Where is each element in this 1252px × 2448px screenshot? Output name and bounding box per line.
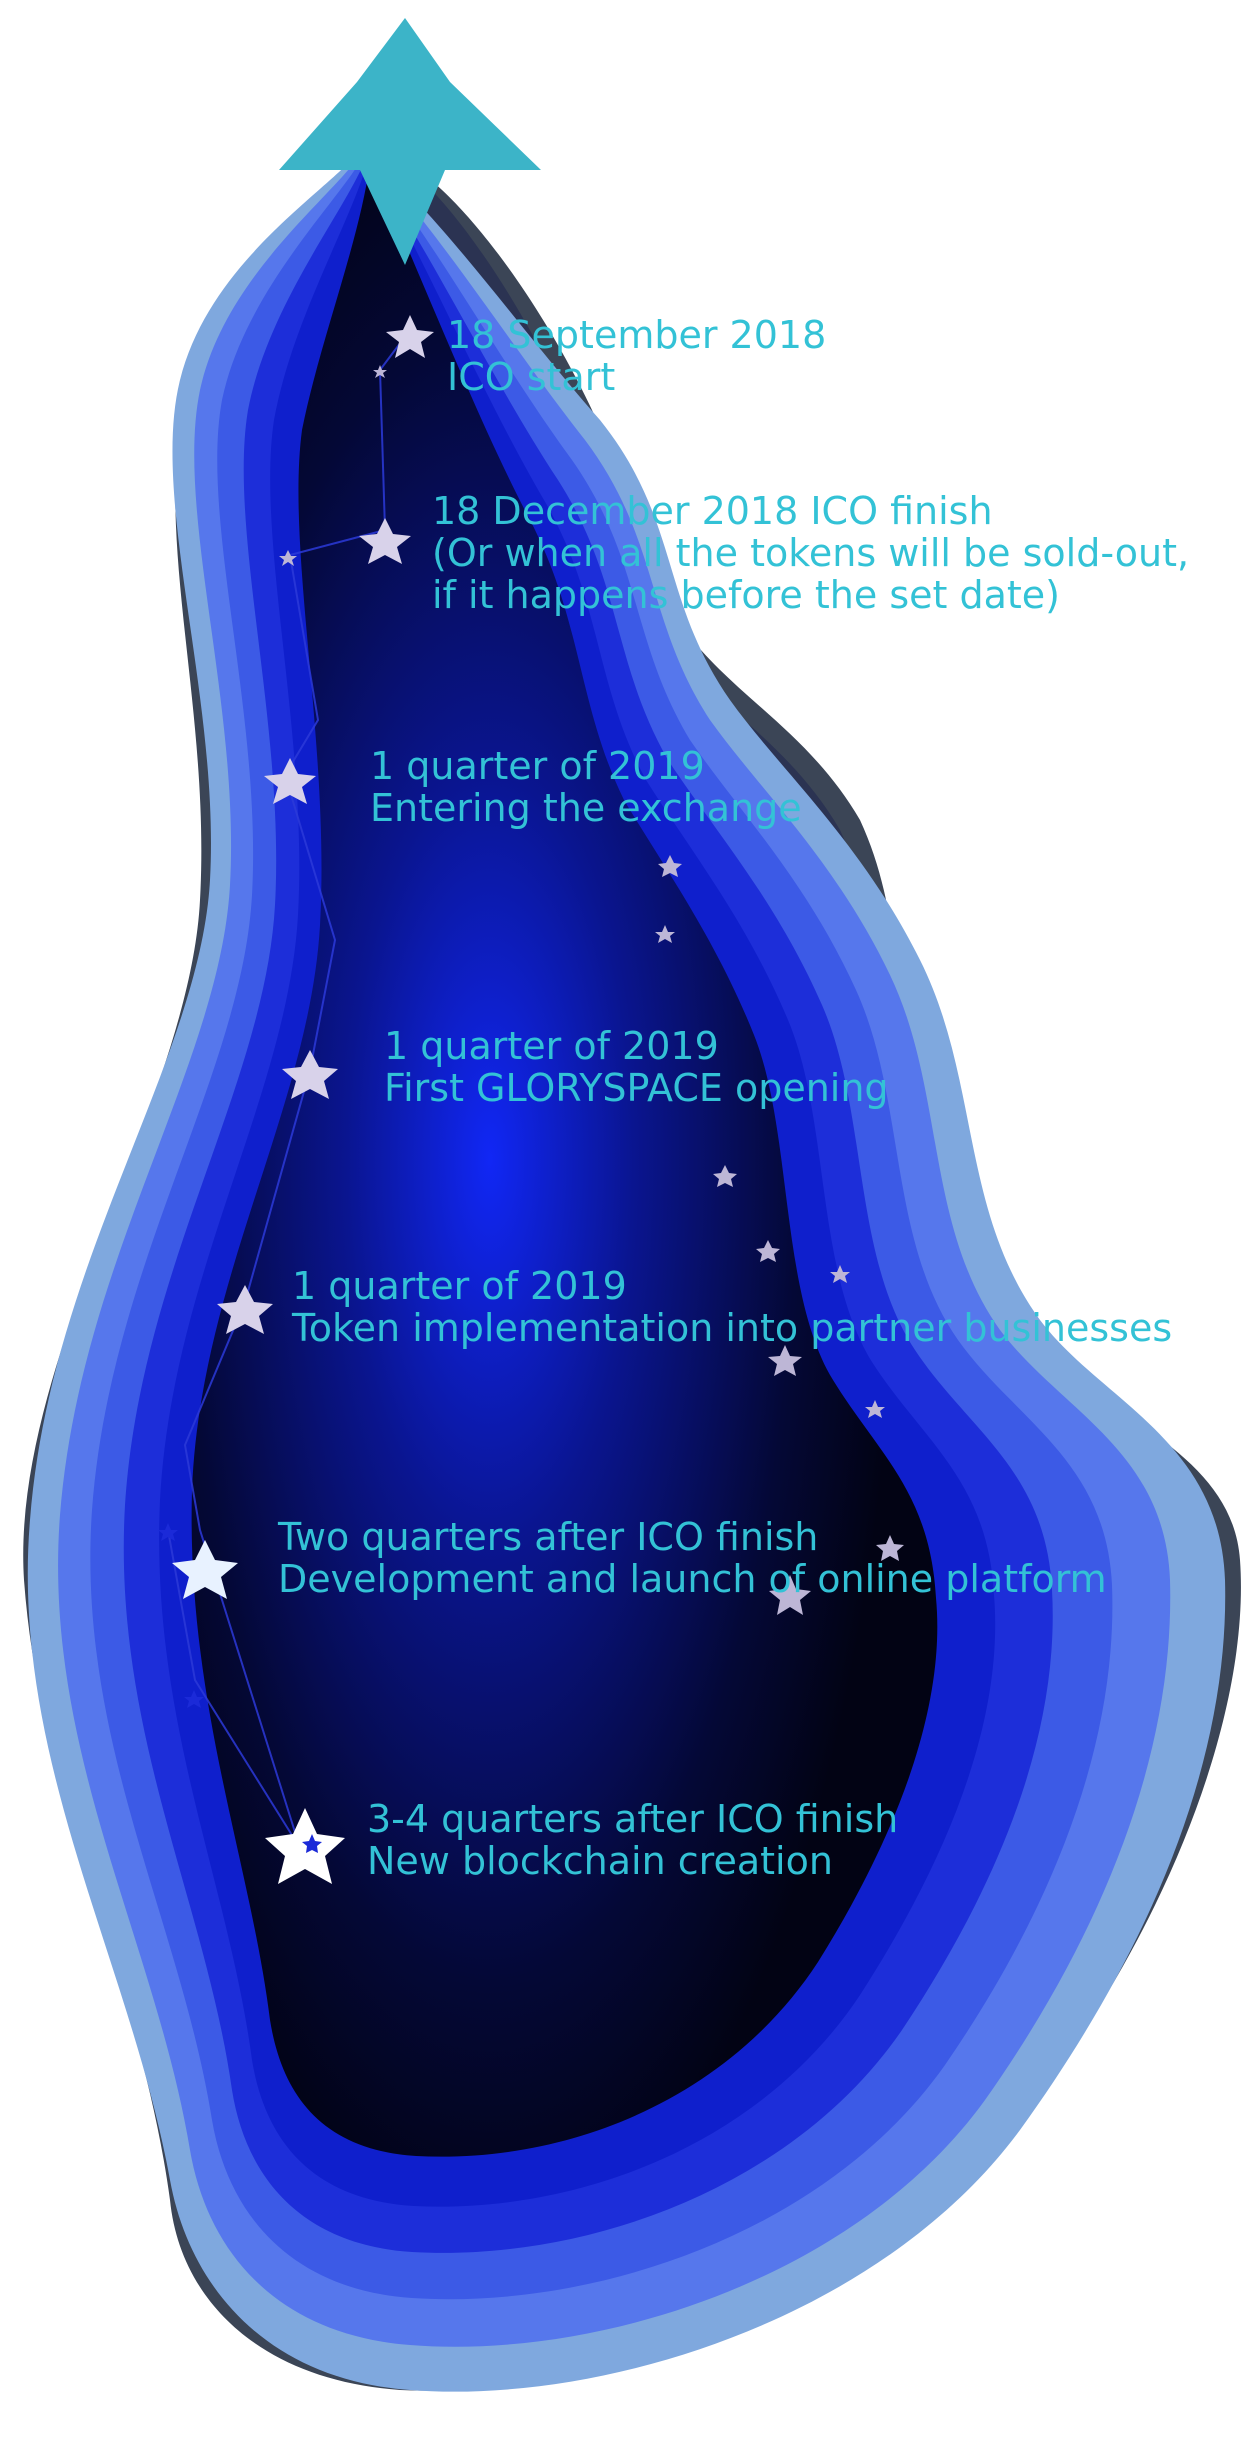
star-icon [265,1808,345,1884]
star-icon [282,1050,338,1099]
star-icon [359,518,411,564]
milestone-label: 18 December 2018 ICO finish (Or when all … [432,490,1189,616]
milestone-line: 3-4 quarters after ICO finish [367,1797,899,1841]
tree-core [191,162,938,2157]
star-icon [386,315,434,358]
star-icon [264,758,316,804]
decor-stars [158,365,904,1708]
milestone-line: ICO start [447,355,616,399]
milestone-stars [172,315,434,1884]
milestone-line: 1 quarter of 2019 [370,744,705,788]
milestone-line: (Or when all the tokens will be sold-out… [432,531,1190,575]
milestone-line: 1 quarter of 2019 [292,1264,627,1308]
top-star-icon [279,18,541,265]
star-icon [158,1523,178,1541]
milestone-line: Token implementation into partner busine… [292,1306,1173,1350]
milestone-line: 1 quarter of 2019 [384,1024,719,1068]
constellation-path [183,329,411,1849]
milestone-label: 18 September 2018 ICO start [447,314,826,398]
star-icon [217,1285,273,1334]
milestone-line: if it happens before the set date) [432,573,1060,617]
star-icon [876,1535,904,1561]
milestone-line: Entering the exchange [370,786,802,830]
star-icon [768,1345,802,1376]
milestone-label: 1 quarter of 2019 First GLORYSPACE openin… [384,1025,889,1109]
star-icon [302,1834,322,1853]
star-icon [830,1265,850,1283]
milestone-label: 1 quarter of 2019 Token implementation in… [292,1265,1172,1349]
constellation-lines [167,329,411,1849]
milestone-label: Two quarters after ICO finish Development… [278,1516,1107,1600]
milestone-line: 18 December 2018 ICO finish [432,489,993,533]
star-icon [713,1165,737,1187]
star-icon [658,855,682,877]
milestone-line: 18 September 2018 [447,313,827,357]
milestone-label: 1 quarter of 2019 Entering the exchange [370,745,802,829]
star-icon [865,1400,885,1418]
milestone-line: Development and launch of online platfor… [278,1557,1107,1601]
star-icon [756,1240,780,1262]
milestone-line: Two quarters after ICO finish [278,1515,819,1559]
milestone-label: 3-4 quarters after ICO finish New blockch… [367,1798,898,1882]
star-icon [655,925,675,943]
star-icon [769,1575,811,1615]
milestone-line: New blockchain creation [367,1839,833,1883]
star-icon [279,550,297,566]
star-icon [184,1690,204,1708]
star-icon [172,1540,238,1599]
milestone-line: First GLORYSPACE opening [384,1066,889,1110]
star-icon [373,365,387,378]
constellation-branch [167,1529,301,1849]
